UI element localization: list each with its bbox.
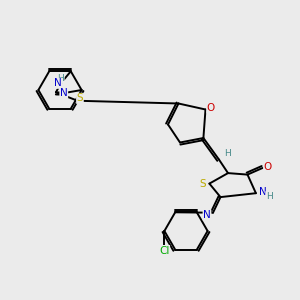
Text: O: O (207, 103, 215, 113)
Text: N: N (54, 78, 62, 88)
Text: N: N (259, 187, 266, 197)
Text: N: N (60, 88, 68, 98)
Text: S: S (76, 93, 83, 103)
Text: H: H (224, 148, 231, 158)
Text: N: N (203, 210, 211, 220)
Text: S: S (200, 178, 206, 189)
Text: O: O (264, 161, 272, 172)
Text: H: H (57, 74, 64, 83)
Text: Cl: Cl (159, 245, 170, 256)
Text: H: H (266, 192, 272, 201)
